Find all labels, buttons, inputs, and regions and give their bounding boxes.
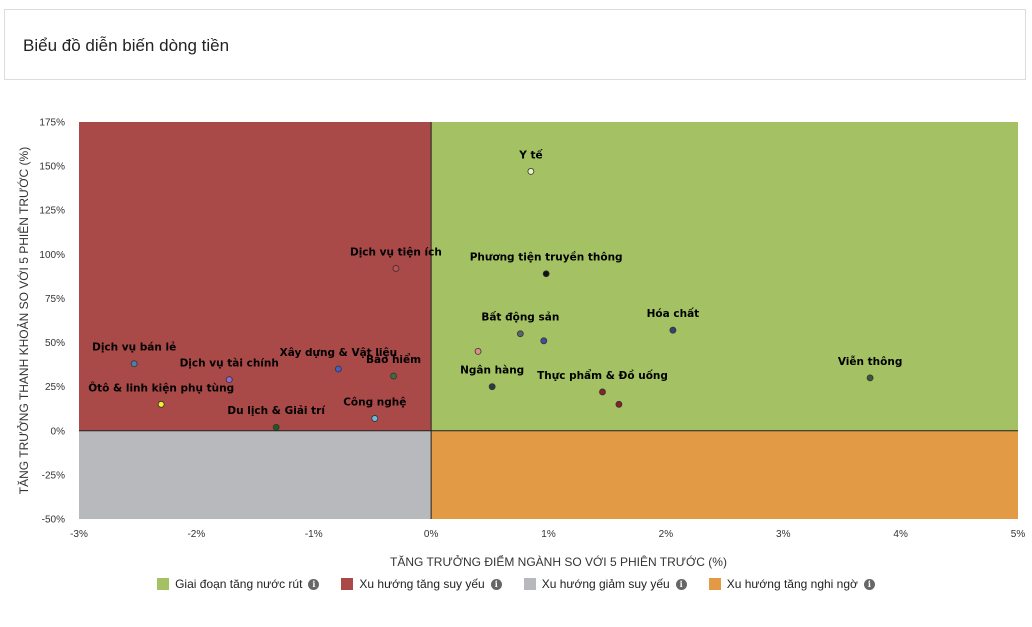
data-point-label: Phương tiện truyền thông [470, 251, 623, 264]
data-point-label: Xây dựng & Vật liệu [280, 347, 398, 359]
data-point [866, 374, 874, 382]
data-point [272, 423, 280, 431]
data-point [669, 326, 677, 334]
legend-item-doubtful-uptrend[interactable]: Xu hướng tăng nghi ngờ i [708, 577, 875, 591]
data-point-label: Dịch vụ bán lẻ [92, 342, 176, 354]
legend-swatch [523, 578, 536, 590]
legend-label: Xu hướng tăng nghi ngờ [726, 577, 858, 591]
legend-swatch [157, 578, 170, 590]
data-point [474, 347, 482, 355]
y-tick-label: 0% [51, 426, 66, 437]
scatter-chart: -50% -25% 0% 25% 50% 75% 100% 125% 150% 175% -3% -2… [16, 118, 1026, 570]
y-tick-label: 75% [45, 294, 65, 305]
data-point-label: Dịch vụ tiện ích [350, 246, 442, 258]
y-tick-label: -25% [42, 470, 65, 481]
y-tick-label: -50% [42, 515, 65, 526]
data-point [371, 415, 379, 422]
data-point-label: Dịch vụ tài chính [180, 358, 279, 370]
data-point-label: Hóa chất [647, 307, 700, 320]
chart-header-card: Biểu đồ diễn biến dòng tiền [4, 9, 1026, 80]
quadrant-top-right [431, 122, 1018, 431]
x-axis-title: TĂNG TRƯỞNG ĐIỂM NGÀNH SO VỚI 5 PHIÊN TR… [390, 554, 727, 569]
legend-label: Giai đoạn tăng nước rút [175, 577, 303, 591]
y-tick-label: 125% [39, 206, 65, 217]
data-point-label: Ôtô & linh kiện phụ tùng [88, 381, 234, 394]
legend-label: Xu hướng giảm suy yếu [541, 577, 670, 591]
data-point-label: Bảo hiểm [366, 353, 421, 366]
data-point [527, 168, 535, 175]
data-point-label: Thực phẩm & Đồ uống [537, 369, 668, 382]
data-point [157, 400, 165, 408]
info-icon[interactable]: i [863, 578, 875, 590]
y-tick-label: 175% [39, 118, 65, 129]
data-point [540, 337, 548, 345]
data-point [392, 265, 400, 272]
quadrant-bottom-left [79, 430, 432, 519]
x-tick-label: 0% [424, 529, 439, 540]
data-point [615, 400, 623, 408]
info-icon[interactable]: i [308, 578, 320, 590]
quadrant-bottom-right [431, 430, 1018, 519]
x-tick-label: 3% [776, 529, 791, 540]
data-point-label: Bất động sản [481, 311, 559, 324]
y-tick-label: 25% [45, 382, 65, 393]
data-point [130, 360, 138, 368]
legend-swatch [708, 578, 721, 590]
data-point-label: Y tế [518, 148, 543, 161]
info-icon[interactable]: i [490, 578, 502, 590]
legend-item-weakening-downtrend[interactable]: Xu hướng giảm suy yếu i [523, 577, 687, 591]
data-point [390, 372, 397, 380]
legend-item-sprint[interactable]: Giai đoạn tăng nước rút i [157, 577, 320, 591]
info-icon[interactable]: i [675, 578, 687, 590]
quadrant-top-left [79, 122, 432, 431]
data-point-label: Công nghệ [343, 396, 406, 408]
chart-legend: Giai đoạn tăng nước rút i Xu hướng tăng … [0, 577, 1032, 591]
x-tick-label: -3% [70, 529, 88, 540]
page-title: Biểu đồ diễn biến dòng tiền [23, 36, 230, 55]
x-tick-label: 2% [659, 529, 674, 540]
data-point [488, 383, 496, 391]
x-tick-label: 4% [893, 529, 908, 540]
data-point [599, 388, 606, 396]
data-point-label: Viễn thông [838, 355, 903, 368]
x-tick-label: -2% [187, 529, 205, 540]
data-point-label: Ngân hàng [460, 365, 524, 377]
legend-label: Xu hướng tăng suy yếu [359, 577, 485, 591]
data-point-label: Du lịch & Giải trí [227, 405, 326, 417]
legend-swatch [341, 578, 354, 590]
data-point [225, 376, 233, 384]
y-tick-label: 150% [39, 162, 65, 173]
data-point [542, 270, 550, 278]
x-tick-label: -1% [305, 529, 323, 540]
data-point [334, 365, 342, 373]
data-point [516, 330, 524, 338]
y-axis-title: TĂNG TRƯỞNG THANH KHOẢN SO VỚI 5 PHIÊN T… [16, 147, 31, 494]
y-tick-label: 50% [45, 338, 65, 349]
x-tick-label: 5% [1011, 529, 1026, 540]
legend-item-weakening-uptrend[interactable]: Xu hướng tăng suy yếu i [341, 577, 502, 591]
y-tick-label: 100% [39, 250, 65, 261]
x-tick-label: 1% [541, 529, 556, 540]
